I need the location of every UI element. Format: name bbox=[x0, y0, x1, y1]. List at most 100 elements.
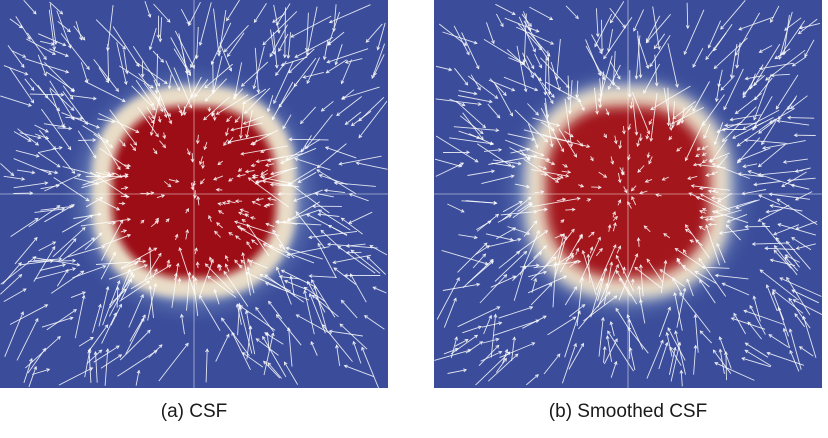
force-vector bbox=[786, 241, 811, 270]
force-vector-head bbox=[753, 116, 757, 121]
force-vector-head bbox=[780, 52, 784, 57]
force-vector-head bbox=[559, 175, 564, 179]
force-vector bbox=[223, 139, 229, 146]
force-vector bbox=[773, 249, 792, 269]
force-vector-head bbox=[131, 274, 135, 279]
force-vector bbox=[208, 215, 212, 222]
force-vector-head bbox=[634, 75, 639, 80]
force-vector bbox=[608, 225, 611, 232]
force-vector bbox=[272, 13, 285, 23]
force-vector bbox=[610, 321, 615, 337]
force-vector-head bbox=[189, 94, 194, 99]
force-vector bbox=[152, 148, 158, 154]
force-vector bbox=[0, 256, 36, 285]
force-vector-head bbox=[242, 100, 247, 105]
force-vector-head bbox=[304, 47, 309, 52]
force-vector bbox=[617, 172, 621, 183]
force-vector bbox=[254, 47, 259, 93]
force-vector-head bbox=[477, 86, 481, 91]
force-vector bbox=[224, 24, 249, 53]
force-vector bbox=[233, 88, 244, 100]
force-vector bbox=[245, 310, 256, 355]
force-vector bbox=[686, 2, 689, 29]
force-vector bbox=[170, 37, 191, 73]
force-vector-head bbox=[577, 259, 582, 264]
force-vector bbox=[46, 309, 77, 331]
force-vector bbox=[683, 9, 705, 55]
force-vector-head bbox=[234, 235, 239, 239]
force-vector bbox=[7, 45, 25, 68]
force-vector-head bbox=[544, 138, 549, 143]
force-vector bbox=[606, 335, 613, 362]
force-vector bbox=[322, 324, 353, 362]
force-vector-head bbox=[270, 332, 275, 337]
force-vector-head bbox=[535, 374, 539, 378]
force-vector bbox=[194, 247, 198, 255]
force-vector bbox=[498, 251, 520, 269]
force-vector-head bbox=[628, 346, 633, 352]
force-vector-head bbox=[124, 186, 129, 190]
force-vector-head bbox=[58, 257, 63, 262]
force-vector bbox=[309, 293, 326, 334]
force-vector bbox=[288, 48, 315, 74]
force-vector bbox=[735, 199, 760, 209]
force-vector bbox=[152, 268, 158, 278]
force-vector-head bbox=[118, 303, 123, 308]
force-vector-head bbox=[753, 82, 758, 87]
force-vector-head bbox=[778, 55, 782, 60]
force-vector bbox=[295, 211, 326, 249]
force-vector bbox=[738, 173, 764, 178]
force-vector bbox=[270, 29, 275, 55]
force-vector-head bbox=[617, 245, 622, 250]
force-vector-head bbox=[657, 45, 661, 51]
force-vector bbox=[487, 353, 519, 382]
force-vector-head bbox=[643, 90, 647, 95]
force-vector bbox=[329, 4, 371, 23]
force-vector-head bbox=[701, 122, 706, 127]
force-vector-head bbox=[556, 353, 561, 358]
force-vector bbox=[585, 45, 605, 80]
force-vector-head bbox=[156, 34, 161, 39]
force-vector-head bbox=[372, 286, 377, 291]
force-vector bbox=[495, 358, 507, 373]
force-vector-head bbox=[523, 250, 528, 255]
force-vector bbox=[3, 288, 27, 302]
force-vector bbox=[483, 315, 492, 335]
force-vector-head bbox=[266, 108, 271, 113]
force-vector bbox=[268, 301, 283, 319]
force-vector bbox=[339, 323, 368, 350]
force-vector-head bbox=[22, 54, 27, 58]
force-vector-head bbox=[723, 106, 727, 111]
force-vector bbox=[121, 247, 157, 269]
force-vector bbox=[676, 146, 682, 152]
force-vector bbox=[312, 295, 339, 318]
force-vector bbox=[496, 13, 504, 27]
force-vector-head bbox=[177, 277, 182, 282]
force-vector bbox=[438, 23, 467, 46]
force-vector-head bbox=[250, 163, 255, 168]
force-vector-head bbox=[241, 218, 246, 223]
force-vector-head bbox=[542, 166, 548, 170]
force-vector bbox=[234, 62, 243, 97]
force-vector-head bbox=[107, 171, 112, 176]
force-vector-head bbox=[612, 244, 617, 249]
force-vector-head bbox=[646, 130, 651, 135]
force-vector bbox=[694, 271, 717, 284]
force-vector-head bbox=[278, 47, 282, 52]
force-vector-head bbox=[99, 197, 104, 201]
force-vector-head bbox=[154, 89, 159, 95]
force-vectors bbox=[434, 0, 822, 387]
force-vector-head bbox=[579, 142, 584, 147]
force-vector-head bbox=[32, 10, 37, 15]
force-vector bbox=[225, 255, 229, 262]
force-vector-head bbox=[71, 267, 77, 272]
force-vector-head bbox=[701, 208, 707, 212]
force-vector bbox=[715, 199, 757, 213]
force-vector-head bbox=[87, 349, 92, 354]
force-vector-head bbox=[665, 331, 670, 336]
force-vector-head bbox=[654, 82, 659, 87]
force-vector bbox=[723, 68, 744, 110]
force-vector bbox=[236, 304, 242, 325]
force-vector-head bbox=[649, 137, 654, 142]
force-vector bbox=[288, 182, 330, 214]
